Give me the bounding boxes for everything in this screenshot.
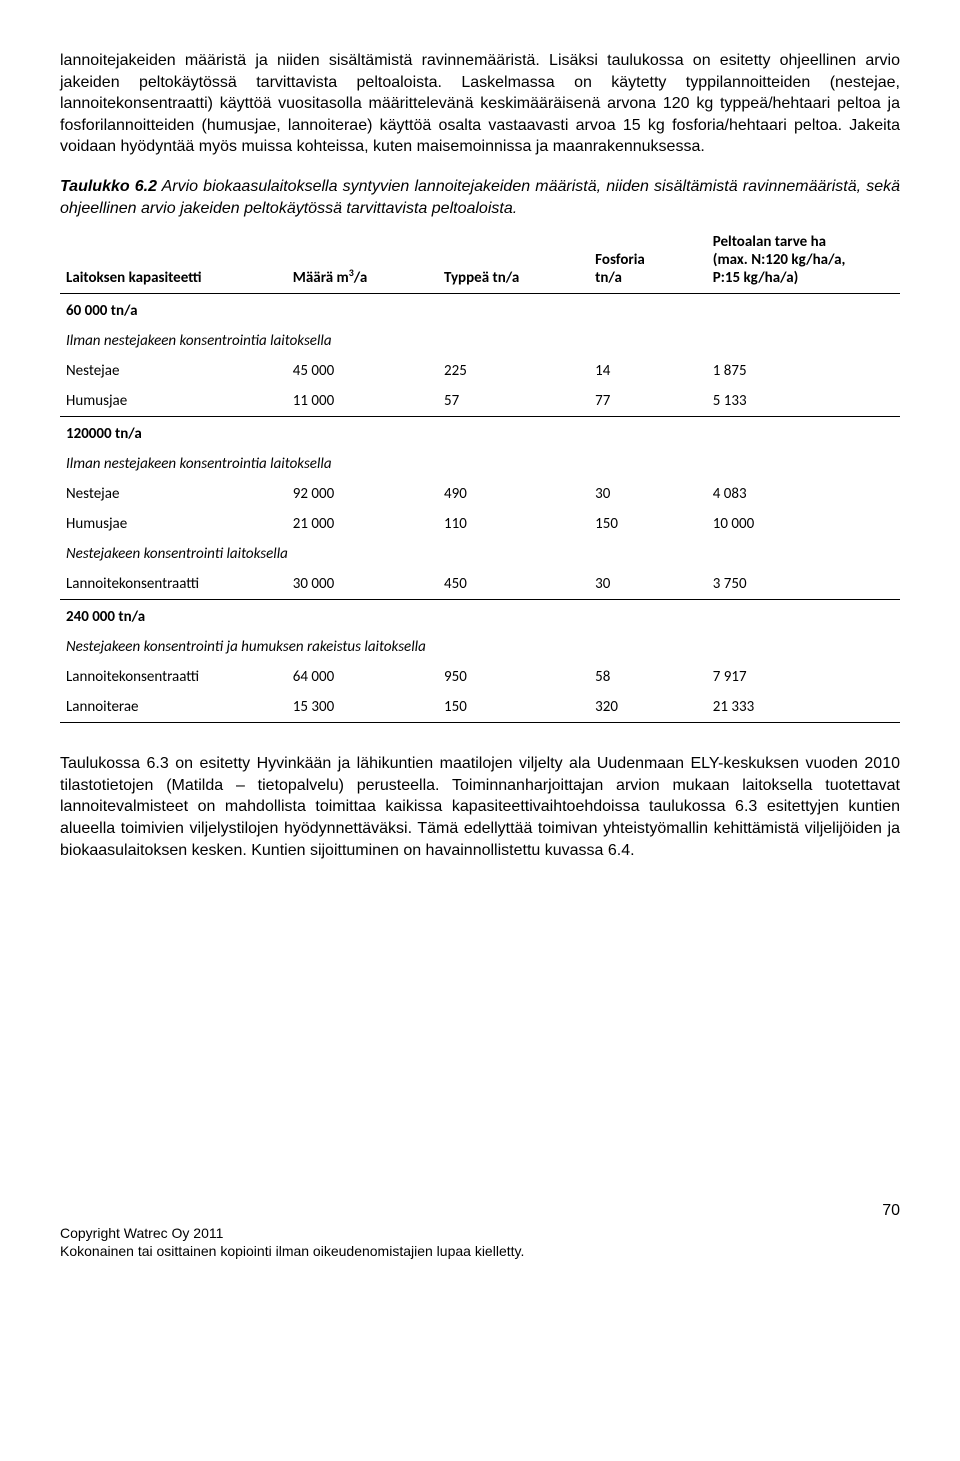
th-amount: Määrä m3/a xyxy=(287,225,438,294)
table-cell: Lannoitekonsentraatti xyxy=(60,569,287,600)
table-cell: Nestejae xyxy=(60,356,287,386)
table-cell: 7 917 xyxy=(707,662,900,692)
table-row: Ilman nestejakeen konsentrointia laitoks… xyxy=(60,326,900,356)
table-row: 60 000 tn/a xyxy=(60,294,900,327)
table-row: Humusjae11 00057775 133 xyxy=(60,386,900,417)
table-cell: 30 xyxy=(589,569,707,600)
table-cell: Ilman nestejakeen konsentrointia laitoks… xyxy=(60,326,900,356)
table-cell: 77 xyxy=(589,386,707,417)
table-row: Nestejakeen konsentrointi laitoksella xyxy=(60,539,900,569)
page-number: 70 xyxy=(60,1201,900,1222)
table-header-row: Laitoksen kapasiteetti Määrä m3/a Typpeä… xyxy=(60,225,900,294)
caption-rest: Arvio biokaasulaitoksella syntyvien lann… xyxy=(60,178,900,217)
copy-restriction-line: Kokonainen tai osittainen kopiointi ilma… xyxy=(60,1242,900,1260)
table-row: Lannoitekonsentraatti64 000950587 917 xyxy=(60,662,900,692)
table-cell: 30 xyxy=(589,479,707,509)
table-cell: 110 xyxy=(438,509,589,539)
table-cell: 92 000 xyxy=(287,479,438,509)
table-cell: 4 083 xyxy=(707,479,900,509)
table-row: Nestejae45 000225141 875 xyxy=(60,356,900,386)
table-cell: 225 xyxy=(438,356,589,386)
th-ha-l1: Peltoalan tarve ha xyxy=(713,233,826,251)
th-ha-l2: (max. N:120 kg/ha/a, xyxy=(713,251,846,269)
table-cell: 150 xyxy=(438,692,589,723)
table-cell: 3 750 xyxy=(707,569,900,600)
table-cell: 58 xyxy=(589,662,707,692)
table-cell: Nestejakeen konsentrointi ja humuksen ra… xyxy=(60,632,900,662)
th-nitrogen: Typpeä tn/a xyxy=(438,225,589,294)
table-row: Ilman nestejakeen konsentrointia laitoks… xyxy=(60,449,900,479)
table-body: 60 000 tn/aIlman nestejakeen konsentroin… xyxy=(60,294,900,723)
table-row: Lannoiterae15 30015032021 333 xyxy=(60,692,900,723)
table-cell: Lannoitekonsentraatti xyxy=(60,662,287,692)
table-cell: 150 xyxy=(589,509,707,539)
table-cell: Humusjae xyxy=(60,386,287,417)
table-cell: 320 xyxy=(589,692,707,723)
table-row: 240 000 tn/a xyxy=(60,600,900,633)
table-cell: 11 000 xyxy=(287,386,438,417)
th-p-l1: Fosforia xyxy=(595,251,645,269)
caption-lead: Taulukko 6.2 xyxy=(60,178,157,195)
table-row: Nestejakeen konsentrointi ja humuksen ra… xyxy=(60,632,900,662)
fertilizer-table: Laitoksen kapasiteetti Määrä m3/a Typpeä… xyxy=(60,225,900,723)
th-field-area: Peltoalan tarve ha (max. N:120 kg/ha/a, … xyxy=(707,225,900,294)
table-cell: 120000 tn/a xyxy=(60,417,900,450)
th-capacity: Laitoksen kapasiteetti xyxy=(60,225,287,294)
table-cell: 490 xyxy=(438,479,589,509)
table-cell: Nestejae xyxy=(60,479,287,509)
table-cell: 57 xyxy=(438,386,589,417)
followup-paragraph: Taulukossa 6.3 on esitetty Hyvinkään ja … xyxy=(60,753,900,861)
table-caption: Taulukko 6.2 Arvio biokaasulaitoksella s… xyxy=(60,176,900,219)
table-cell: 60 000 tn/a xyxy=(60,294,900,327)
th-p-l2: tn/a xyxy=(595,269,622,287)
table-cell: Lannoiterae xyxy=(60,692,287,723)
table-cell: 21 000 xyxy=(287,509,438,539)
copyright-line: Copyright Watrec Oy 2011 xyxy=(60,1224,900,1242)
th-ha-l3: P:15 kg/ha/a) xyxy=(713,269,799,287)
table-cell: 64 000 xyxy=(287,662,438,692)
table-cell: 30 000 xyxy=(287,569,438,600)
th-phosphorus: Fosforia tn/a xyxy=(589,225,707,294)
table-row: Lannoitekonsentraatti30 000450303 750 xyxy=(60,569,900,600)
table-row: Humusjae21 00011015010 000 xyxy=(60,509,900,539)
table-cell: 1 875 xyxy=(707,356,900,386)
table-cell: Humusjae xyxy=(60,509,287,539)
table-cell: 10 000 xyxy=(707,509,900,539)
th-amount-post: /a xyxy=(354,269,367,287)
table-cell: 950 xyxy=(438,662,589,692)
table-cell: 450 xyxy=(438,569,589,600)
page-footer: 70 Copyright Watrec Oy 2011 Kokonainen t… xyxy=(60,1201,900,1260)
table-cell: 240 000 tn/a xyxy=(60,600,900,633)
table-cell: 45 000 xyxy=(287,356,438,386)
table-row: Nestejae92 000490304 083 xyxy=(60,479,900,509)
table-cell: 21 333 xyxy=(707,692,900,723)
intro-paragraph: lannoitejakeiden määristä ja niiden sisä… xyxy=(60,50,900,158)
table-cell: Ilman nestejakeen konsentrointia laitoks… xyxy=(60,449,900,479)
table-cell: 15 300 xyxy=(287,692,438,723)
table-cell: Nestejakeen konsentrointi laitoksella xyxy=(60,539,900,569)
table-cell: 5 133 xyxy=(707,386,900,417)
table-row: 120000 tn/a xyxy=(60,417,900,450)
th-amount-pre: Määrä m xyxy=(293,269,349,287)
table-cell: 14 xyxy=(589,356,707,386)
